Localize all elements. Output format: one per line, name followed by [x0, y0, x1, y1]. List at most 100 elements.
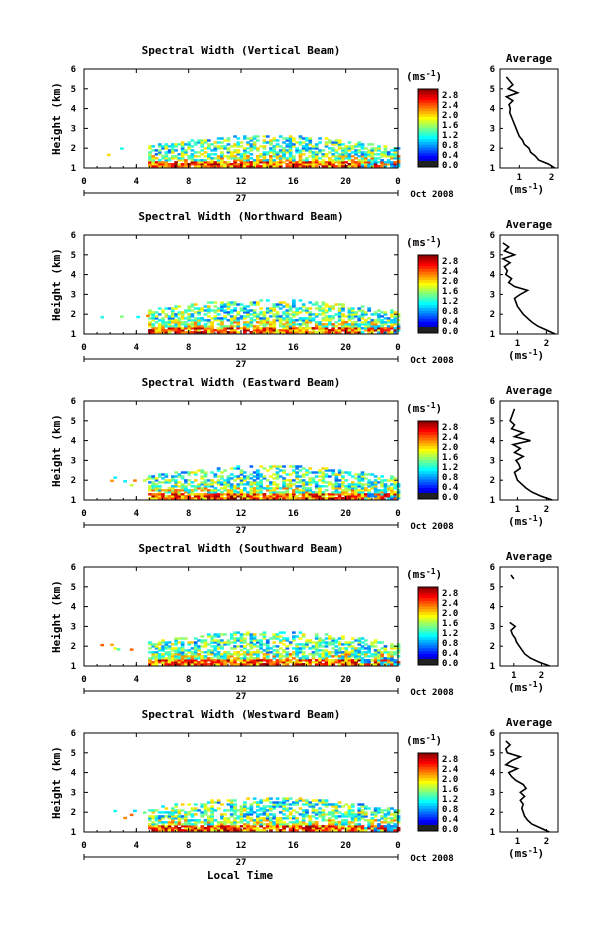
- heatmap-cell: [347, 825, 352, 828]
- heatmap-cell: [164, 145, 169, 148]
- heatmap-cell: [341, 163, 345, 166]
- heatmap-cell: [187, 141, 192, 144]
- heatmap-cell: [259, 493, 263, 496]
- heatmap-cell: [341, 825, 345, 828]
- heatmap-cell: [171, 649, 175, 652]
- colorbar-swatch: [418, 772, 438, 776]
- heatmap-cell: [383, 489, 388, 492]
- heatmap-cell: [305, 469, 309, 472]
- heatmap-cell: [269, 647, 273, 650]
- heatmap-cell: [364, 159, 368, 162]
- colorbar-swatch: [418, 316, 438, 320]
- colorbar-tick-label: 2.0: [442, 277, 458, 287]
- heatmap-cell: [207, 485, 211, 488]
- heatmap-cell: [197, 493, 201, 496]
- heatmap-cell: [197, 827, 201, 830]
- heatmap-cell: [193, 141, 198, 144]
- heatmap-cell: [347, 325, 352, 328]
- heatmap-cell: [203, 163, 208, 166]
- heatmap-cell: [373, 653, 378, 656]
- heatmap-cell: [347, 827, 352, 830]
- heatmap-cell: [386, 493, 391, 496]
- heatmap-cell: [308, 155, 313, 158]
- heatmap-cell: [249, 163, 254, 166]
- heatmap-cell: [236, 645, 241, 648]
- heatmap-cell: [151, 655, 156, 658]
- heatmap-cell: [324, 655, 329, 658]
- colorbar-tick-label: 2.4: [442, 433, 459, 443]
- heatmap-cell: [360, 491, 365, 494]
- heatmap-cell: [341, 635, 345, 638]
- heatmap-cell: [314, 799, 319, 802]
- heatmap-cell: [324, 467, 329, 470]
- heatmap-cell: [210, 807, 214, 810]
- heatmap-cell: [341, 159, 345, 162]
- heatmap-cell: [311, 151, 316, 154]
- heatmap-cell: [223, 311, 227, 314]
- heatmap-cell: [229, 637, 234, 640]
- heatmap-cell: [256, 805, 260, 808]
- heatmap-cell: [223, 483, 227, 486]
- heatmap-cell: [236, 159, 241, 162]
- heatmap-cell: [321, 477, 326, 480]
- heatmap-cell: [167, 163, 172, 166]
- heatmap-cell: [390, 165, 394, 168]
- heatmap-cell: [350, 329, 355, 332]
- heatmap-cell: [285, 479, 290, 482]
- heatmap-cell: [184, 481, 188, 484]
- heatmap-cell: [347, 145, 352, 148]
- heatmap-cell: [308, 641, 313, 644]
- heatmap-cell: [200, 145, 205, 148]
- heatmap-cell: [305, 471, 309, 474]
- heatmap-cell: [396, 815, 401, 818]
- heatmap-cell: [259, 819, 263, 822]
- heatmap-cell: [386, 821, 391, 824]
- heatmap-cell: [246, 821, 250, 824]
- heatmap-cell: [252, 633, 257, 636]
- heatmap-cell: [190, 163, 195, 166]
- heatmap-cell: [360, 653, 365, 656]
- heatmap-cell: [174, 321, 178, 324]
- heatmap-cell: [148, 151, 152, 154]
- heatmap-cell: [324, 645, 329, 648]
- heatmap-cell: [386, 497, 391, 500]
- heatmap-cell: [282, 305, 286, 308]
- heatmap-cell: [210, 157, 214, 160]
- heatmap-cell: [252, 653, 257, 656]
- heatmap-cell: [262, 823, 267, 826]
- heatmap-cell: [367, 325, 371, 328]
- heatmap-cell: [301, 305, 306, 308]
- heatmap-cell: [220, 317, 224, 320]
- heatmap-cell: [350, 811, 355, 814]
- heatmap-cell: [298, 481, 303, 484]
- heatmap-cell: [292, 809, 296, 812]
- heatmap-cell: [360, 815, 365, 818]
- heatmap-cell: [337, 805, 342, 808]
- heatmap-cell: [259, 327, 263, 330]
- heatmap-cell: [324, 493, 329, 496]
- heatmap-cell: [252, 475, 257, 478]
- heatmap-cell: [390, 321, 394, 324]
- colorbar-tick-label: 1.2: [442, 463, 458, 473]
- heatmap-cell: [193, 653, 198, 656]
- heatmap-cell: [197, 497, 201, 500]
- heatmap-cell: [396, 485, 401, 488]
- heatmap-cell: [213, 639, 218, 642]
- heatmap-cell: [334, 329, 339, 332]
- heatmap-cell: [282, 141, 286, 144]
- heatmap-cell: [321, 649, 326, 652]
- heatmap-cell: [187, 143, 192, 146]
- heatmap-cell: [180, 657, 185, 660]
- heatmap-cell: [249, 145, 254, 148]
- heatmap-cell: [164, 659, 169, 662]
- colorbar-swatch: [418, 589, 438, 594]
- heatmap-cell: [164, 161, 169, 164]
- heatmap-cell: [164, 827, 169, 830]
- heatmap-cell: [269, 163, 273, 166]
- heatmap-cell: [243, 479, 247, 482]
- heatmap-cell: [344, 661, 349, 664]
- heatmap-cell: [380, 809, 384, 812]
- heatmap-cell: [233, 497, 237, 500]
- heatmap-cell: [148, 311, 152, 314]
- colorbar-frame: [417, 88, 439, 168]
